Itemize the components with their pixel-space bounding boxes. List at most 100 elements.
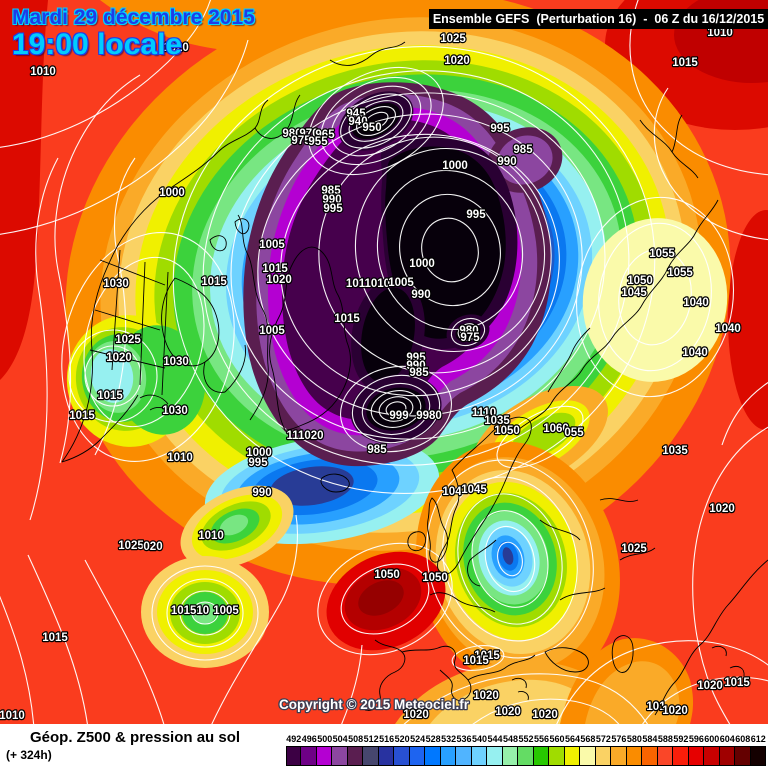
colorbar-cell: 596 (687, 733, 705, 766)
pressure-label: 1020 (662, 705, 688, 717)
pressure-label: 1050 (374, 569, 400, 581)
colorbar-cell: 548 (501, 733, 519, 766)
pressure-label: 101510 (171, 605, 209, 617)
pressure-label: 950 (362, 122, 381, 134)
colorbar-cell: 504 (331, 733, 348, 766)
colorbar-cell: 524 (408, 733, 426, 766)
colorbar-cell: 580 (625, 733, 643, 766)
pressure-label: 1035 (662, 445, 688, 457)
pressure-label: 975 (291, 135, 311, 147)
pressure-label: 985 (513, 144, 533, 156)
pressure-label: 995 (406, 352, 426, 364)
colorbar-cell: 608 (734, 733, 751, 766)
pressure-label: 1005 (388, 277, 414, 289)
pressure-label: 999 (389, 410, 408, 422)
colorbar-cell: 508 (346, 733, 364, 766)
time-label: 19:00 locale (12, 28, 183, 61)
pressure-label: 1050 (422, 572, 448, 584)
pressure-label: 1010 (167, 452, 193, 464)
pressure-label: 1045 (461, 484, 487, 496)
color-scale: 492 496 500 504 508 512 516 520 524 528 532 536 540 5… (286, 733, 767, 766)
pressure-label: 1045 (621, 287, 647, 299)
pressure-label: 1050 (627, 275, 653, 287)
parameter-title: Géop. Z500 & pression au sol (30, 729, 241, 746)
pressure-label: 1005 (259, 325, 285, 337)
colorbar-cell: 540 (470, 733, 488, 766)
pressure-label: 1015 (463, 655, 489, 667)
pressure-label: 1005 (259, 239, 285, 251)
pressure-label: 1035 (484, 415, 510, 427)
pressure-label: 995 (490, 123, 510, 135)
pressure-label: 995 (323, 203, 343, 215)
colorbar-cell: 500 (315, 733, 333, 766)
colorbar-cell: 544 (486, 733, 503, 766)
colorbar-cell: 592 (672, 733, 689, 766)
pressure-label: 1010 (198, 530, 224, 542)
pressure-label: 020 (143, 541, 162, 553)
pressure-label: 1020 (709, 503, 735, 515)
pressure-label: 1025 (440, 33, 466, 45)
pressure-label: 101 (646, 701, 666, 713)
pressure-label: 1055 (667, 267, 693, 279)
colorbar-cell: 600 (703, 733, 720, 766)
pressure-label: 055 (564, 427, 584, 439)
pressure-label: 1020 (163, 42, 189, 54)
colorbar-cell: 576 (610, 733, 627, 766)
pressure-label: 1000 (246, 447, 272, 459)
pressure-label: 1015 (724, 677, 750, 689)
colorbar-cell: 536 (455, 733, 472, 766)
pressure-label: 104 (442, 486, 462, 498)
pressure-label: 1020 (403, 709, 429, 721)
copyright-text: Copyright © 2015 Meteociel.fr (279, 697, 470, 712)
pressure-label: 1015 (97, 390, 123, 402)
pressure-label: 1030 (163, 356, 189, 368)
colorbar-cell: 564 (563, 733, 581, 766)
colorbar-cell: 572 (594, 733, 612, 766)
pressure-label: 1015 (201, 276, 227, 288)
pressure-label: 995 (248, 457, 268, 469)
pressure-map: Copyright © 2015 Meteociel.fr 1010102010… (0, 0, 768, 724)
colorbar-cell: 528 (424, 733, 441, 766)
colorbar-cell: 512 (362, 733, 379, 766)
colorbar-cell: 584 (641, 733, 658, 766)
colorbar-cell: 492 (286, 733, 302, 766)
colorbar-cell: 552 (517, 733, 534, 766)
pressure-label: 990 (411, 289, 430, 301)
date-label: Mardi 29 décembre 2015 (12, 6, 255, 29)
pressure-label: 1020 (473, 690, 499, 702)
colorbar-cell: 496 (300, 733, 317, 766)
pressure-label: 1015 (672, 57, 698, 69)
colorbar-cell: 612 (749, 733, 767, 766)
pressure-label: 1015 (42, 632, 68, 644)
forecast-lead-time: (+ 324h) (6, 748, 52, 762)
colorbar-cell: 588 (656, 733, 674, 766)
pressure-label: 1020 (532, 709, 558, 721)
pressure-label: 1020 (266, 274, 292, 286)
pressure-label: 990 (406, 360, 425, 372)
pressure-label: 1011010 (346, 278, 390, 290)
pressure-label: 985 (367, 444, 387, 456)
colorbar-cell: 532 (439, 733, 457, 766)
pressure-label: 1025 (621, 543, 647, 555)
pressure-label: 980 (459, 325, 478, 337)
pressure-label: 1015 (262, 263, 288, 275)
pressure-label: 955 (308, 136, 328, 148)
pressure-label: 9980 (416, 410, 442, 422)
pressure-label: 1020 (495, 706, 521, 718)
pressure-label: 985 (321, 185, 341, 197)
pressure-label: 980 (282, 128, 301, 140)
model-run-banner: Ensemble GEFS (Perturbation 16) - 06 Z d… (429, 9, 768, 29)
pressure-label: 995 (466, 209, 486, 221)
coastlines (61, 41, 768, 716)
pressure-label: 1020 (106, 352, 132, 364)
colorbar-cell: 556 (532, 733, 550, 766)
pressure-label: 1060 (543, 423, 569, 435)
pressure-label: 985 (409, 367, 429, 379)
pressure-label: 970 (299, 128, 318, 140)
legend-footer: Géop. Z500 & pression au sol (+ 324h) 49… (0, 724, 768, 768)
pressure-label: 965 (315, 129, 335, 141)
colorbar-cell: 520 (393, 733, 410, 766)
pressure-label: 1010 (30, 66, 56, 78)
pressure-label: 1025 (118, 540, 144, 552)
